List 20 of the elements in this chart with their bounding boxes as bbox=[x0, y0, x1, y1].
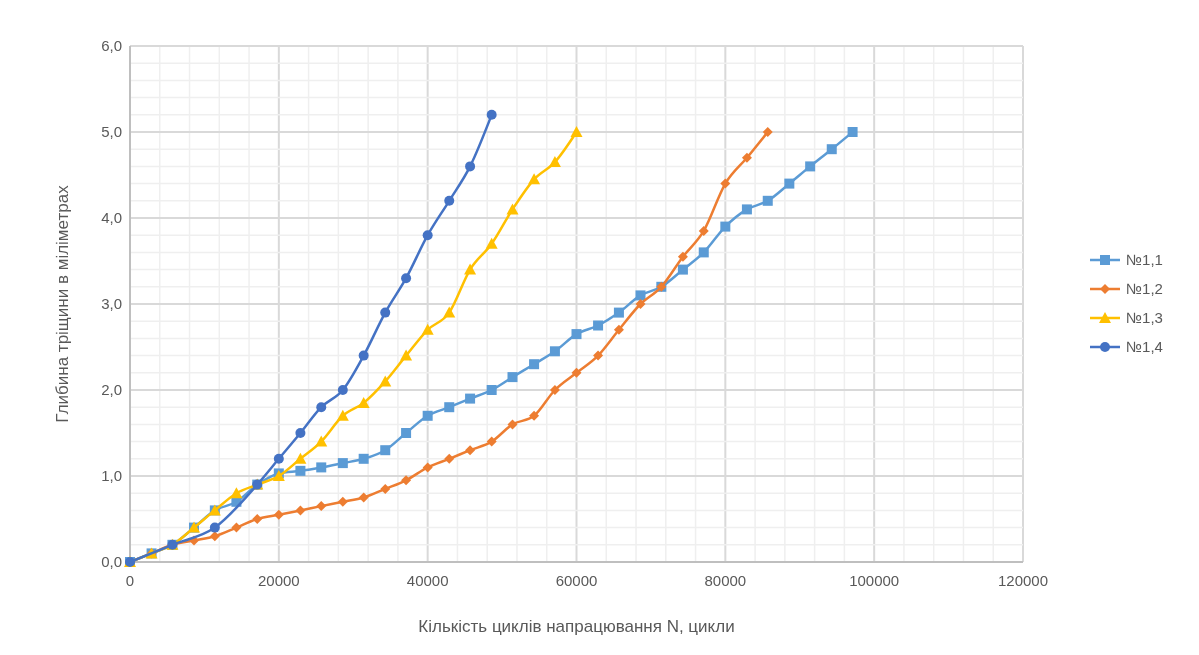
legend-label: №1,3 bbox=[1126, 309, 1163, 326]
x-tick-label: 100000 bbox=[849, 572, 900, 589]
y-tick-label: 3,0 bbox=[101, 295, 122, 312]
y-tick-label: 6,0 bbox=[101, 37, 122, 54]
y-tick-label: 0,0 bbox=[101, 553, 122, 570]
x-axis-title: Кількість циклів напрацювання N, цикли bbox=[418, 617, 735, 636]
y-tick-label: 5,0 bbox=[101, 123, 122, 140]
y-tick-label: 2,0 bbox=[101, 381, 122, 398]
y-tick-label: 4,0 bbox=[101, 209, 122, 226]
legend-label: №1,1 bbox=[1126, 251, 1163, 268]
legend-label: №1,2 bbox=[1126, 280, 1163, 297]
legend-label: №1,4 bbox=[1126, 338, 1163, 355]
x-tick-label: 60000 bbox=[555, 572, 598, 589]
x-tick-label: 80000 bbox=[704, 572, 747, 589]
x-tick-label: 120000 bbox=[997, 572, 1049, 589]
x-tick-label: 0 bbox=[125, 572, 135, 589]
y-axis-title: Глибина тріщини в міліметрах bbox=[53, 184, 72, 423]
x-tick-label: 20000 bbox=[257, 572, 300, 589]
x-tick-label: 40000 bbox=[406, 572, 449, 589]
y-tick-label: 1,0 bbox=[101, 467, 122, 484]
